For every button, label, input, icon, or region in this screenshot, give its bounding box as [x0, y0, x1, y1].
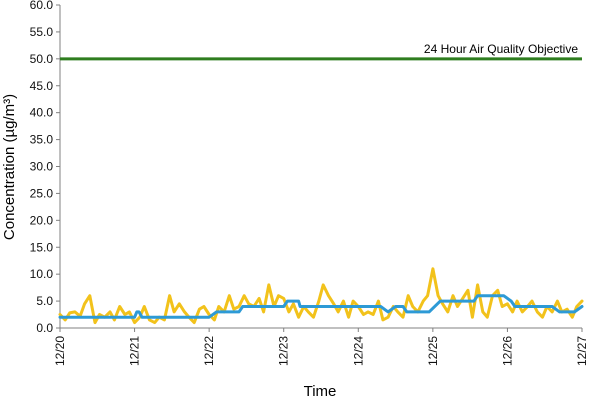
y-axis-title: Concentration (µg/m³) [1, 94, 18, 240]
x-tick-label: 12/23 [277, 336, 291, 366]
series-line-2 [58, 294, 584, 319]
air-quality-objective-label: 24 Hour Air Quality Objective [424, 42, 578, 56]
y-tick-label: 50.0 [30, 52, 54, 66]
y-tick-label: 5.0 [36, 294, 53, 308]
x-tick-label: 12/20 [53, 336, 67, 366]
y-tick-label: 60.0 [30, 0, 54, 12]
y-tick-label: 20.0 [30, 213, 54, 227]
y-tick-label: 10.0 [30, 267, 54, 281]
y-tick-label: 55.0 [30, 25, 54, 39]
y-tick-label: 25.0 [30, 186, 54, 200]
series-line-1 [58, 267, 584, 325]
x-axis-title: Time [304, 383, 337, 400]
x-tick-label: 12/26 [500, 336, 514, 366]
y-tick-label: 40.0 [30, 106, 54, 120]
y-tick-label: 45.0 [30, 79, 54, 93]
x-tick-label: 12/27 [575, 336, 589, 366]
y-tick-label: 15.0 [30, 240, 54, 254]
y-tick-label: 0.0 [36, 321, 53, 335]
x-tick-label: 12/21 [128, 336, 142, 366]
x-tick-label: 12/22 [202, 336, 216, 366]
x-tick-label: 12/25 [426, 336, 440, 366]
x-tick-label: 12/24 [351, 336, 365, 366]
y-tick-label: 30.0 [30, 160, 54, 174]
y-tick-label: 35.0 [30, 133, 54, 147]
